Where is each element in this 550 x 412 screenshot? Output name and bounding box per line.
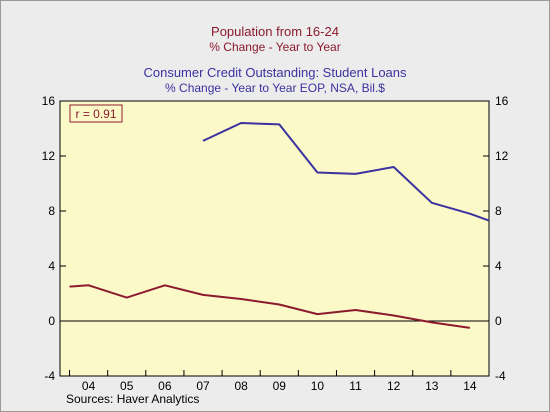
left-y-tick-label: 4 (48, 259, 55, 273)
x-tick-label: 09 (273, 379, 287, 393)
right-y-tick-label: -4 (495, 369, 506, 383)
x-tick-label: 08 (234, 379, 248, 393)
right-y-tick-label: 12 (495, 149, 509, 163)
x-tick-label: 12 (387, 379, 401, 393)
left-y-tick-label: 0 (48, 314, 55, 328)
right-y-tick-label: 16 (495, 94, 509, 108)
left-y-tick-label: 12 (42, 149, 56, 163)
x-tick-label: 10 (311, 379, 325, 393)
x-tick-label: 07 (196, 379, 210, 393)
blue-series-title: Consumer Credit Outstanding: Student Loa… (143, 65, 407, 80)
x-tick-label: 06 (158, 379, 172, 393)
population-16-24-line (69, 284, 471, 329)
source-note: Sources: Haver Analytics (66, 392, 200, 406)
x-tick-label: 11 (349, 379, 362, 393)
left-y-tick-label: 16 (42, 94, 56, 108)
left-y-tick-label: -4 (44, 369, 55, 383)
plot-area (59, 100, 490, 377)
right-y-tick-label: 8 (495, 204, 502, 218)
correlation-label: r = 0.91 (75, 107, 116, 121)
red-series-title: Population from 16-24 (211, 24, 339, 39)
correlation-box (69, 104, 123, 123)
student-loans-line (202, 122, 490, 222)
red-series-subtitle: % Change - Year to Year (209, 40, 341, 54)
x-tick-label: 14 (463, 379, 477, 393)
x-tick-label: 13 (425, 379, 439, 393)
right-y-tick-label: 0 (495, 314, 502, 328)
x-tick-label: 05 (120, 379, 134, 393)
blue-series-subtitle: % Change - Year to Year EOP, NSA, Bil.$ (165, 81, 385, 95)
x-tick-label: 04 (82, 379, 96, 393)
right-y-tick-label: 4 (495, 259, 502, 273)
left-y-tick-label: 8 (48, 204, 55, 218)
